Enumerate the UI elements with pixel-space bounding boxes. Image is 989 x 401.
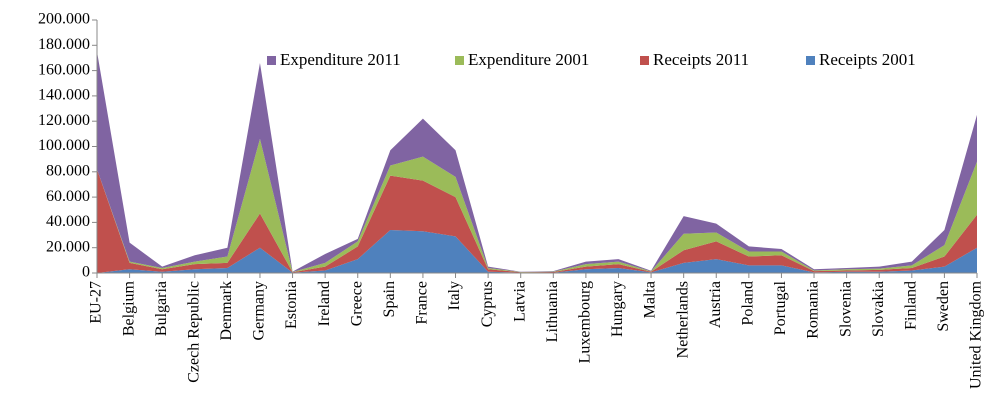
area (97, 138, 977, 273)
legend-swatch (267, 56, 276, 65)
x-tick-label: Ireland (316, 281, 333, 326)
x-tick-label: Poland (740, 281, 757, 325)
x-tick-label: Bulgaria (153, 281, 170, 336)
y-tick-label: 120.000 (38, 112, 90, 129)
x-tick-label: EU-27 (88, 281, 105, 324)
x-tick-label: Spain (381, 281, 398, 317)
y-tick-label: 20.000 (46, 238, 90, 255)
x-tick-label: Czech Republic (185, 281, 202, 383)
area (97, 51, 977, 272)
x-tick-label: Greece (348, 281, 365, 326)
y-tick-label: 200.000 (38, 11, 90, 28)
x-tick-label: Germany (251, 281, 268, 341)
y-tick-label: 140.000 (38, 87, 90, 104)
x-tick-label: Romania (805, 281, 822, 339)
x-tick-label: Estonia (283, 281, 300, 329)
x-tick-label: Sweden (935, 281, 952, 332)
x-tick-label: Malta (642, 281, 659, 318)
legend-label: Expenditure 2011 (280, 50, 401, 69)
x-tick-label: Belgium (120, 280, 137, 336)
x-tick-label: Slovenia (837, 281, 854, 337)
legend-swatch (455, 56, 464, 65)
legend-label: Expenditure 2001 (468, 50, 589, 69)
y-tick-label: 160.000 (38, 61, 90, 78)
x-tick-label: France (414, 281, 431, 325)
x-tick-label: Hungary (609, 281, 626, 337)
legend-label: Receipts 2001 (819, 50, 916, 69)
y-tick-label: 100.000 (38, 137, 90, 154)
legend-label: Receipts 2011 (653, 50, 749, 69)
legend-swatch (640, 56, 649, 65)
x-tick-label: Finland (902, 281, 919, 330)
x-tick-label: Lithuania (544, 281, 561, 342)
x-tick-label: Latvia (511, 281, 528, 322)
y-tick-label: 180.000 (38, 36, 90, 53)
y-tick-label: 40.000 (46, 213, 90, 230)
x-tick-label: United Kingdom (968, 280, 985, 389)
y-tick-label: 0 (82, 264, 90, 281)
x-tick-label: Slovakia (870, 281, 887, 337)
y-tick-label: 60.000 (46, 188, 90, 205)
x-tick-label: Portugal (772, 280, 789, 335)
x-tick-label: Denmark (218, 281, 235, 341)
legend-swatch (806, 56, 815, 65)
x-tick-label: Netherlands (674, 281, 691, 358)
y-tick-label: 80.000 (46, 162, 90, 179)
x-tick-label: Austria (707, 281, 724, 328)
x-tick-label: Italy (446, 281, 463, 310)
x-tick-label: Cyprus (479, 281, 496, 327)
x-tick-label: Luxembourg (577, 281, 594, 363)
